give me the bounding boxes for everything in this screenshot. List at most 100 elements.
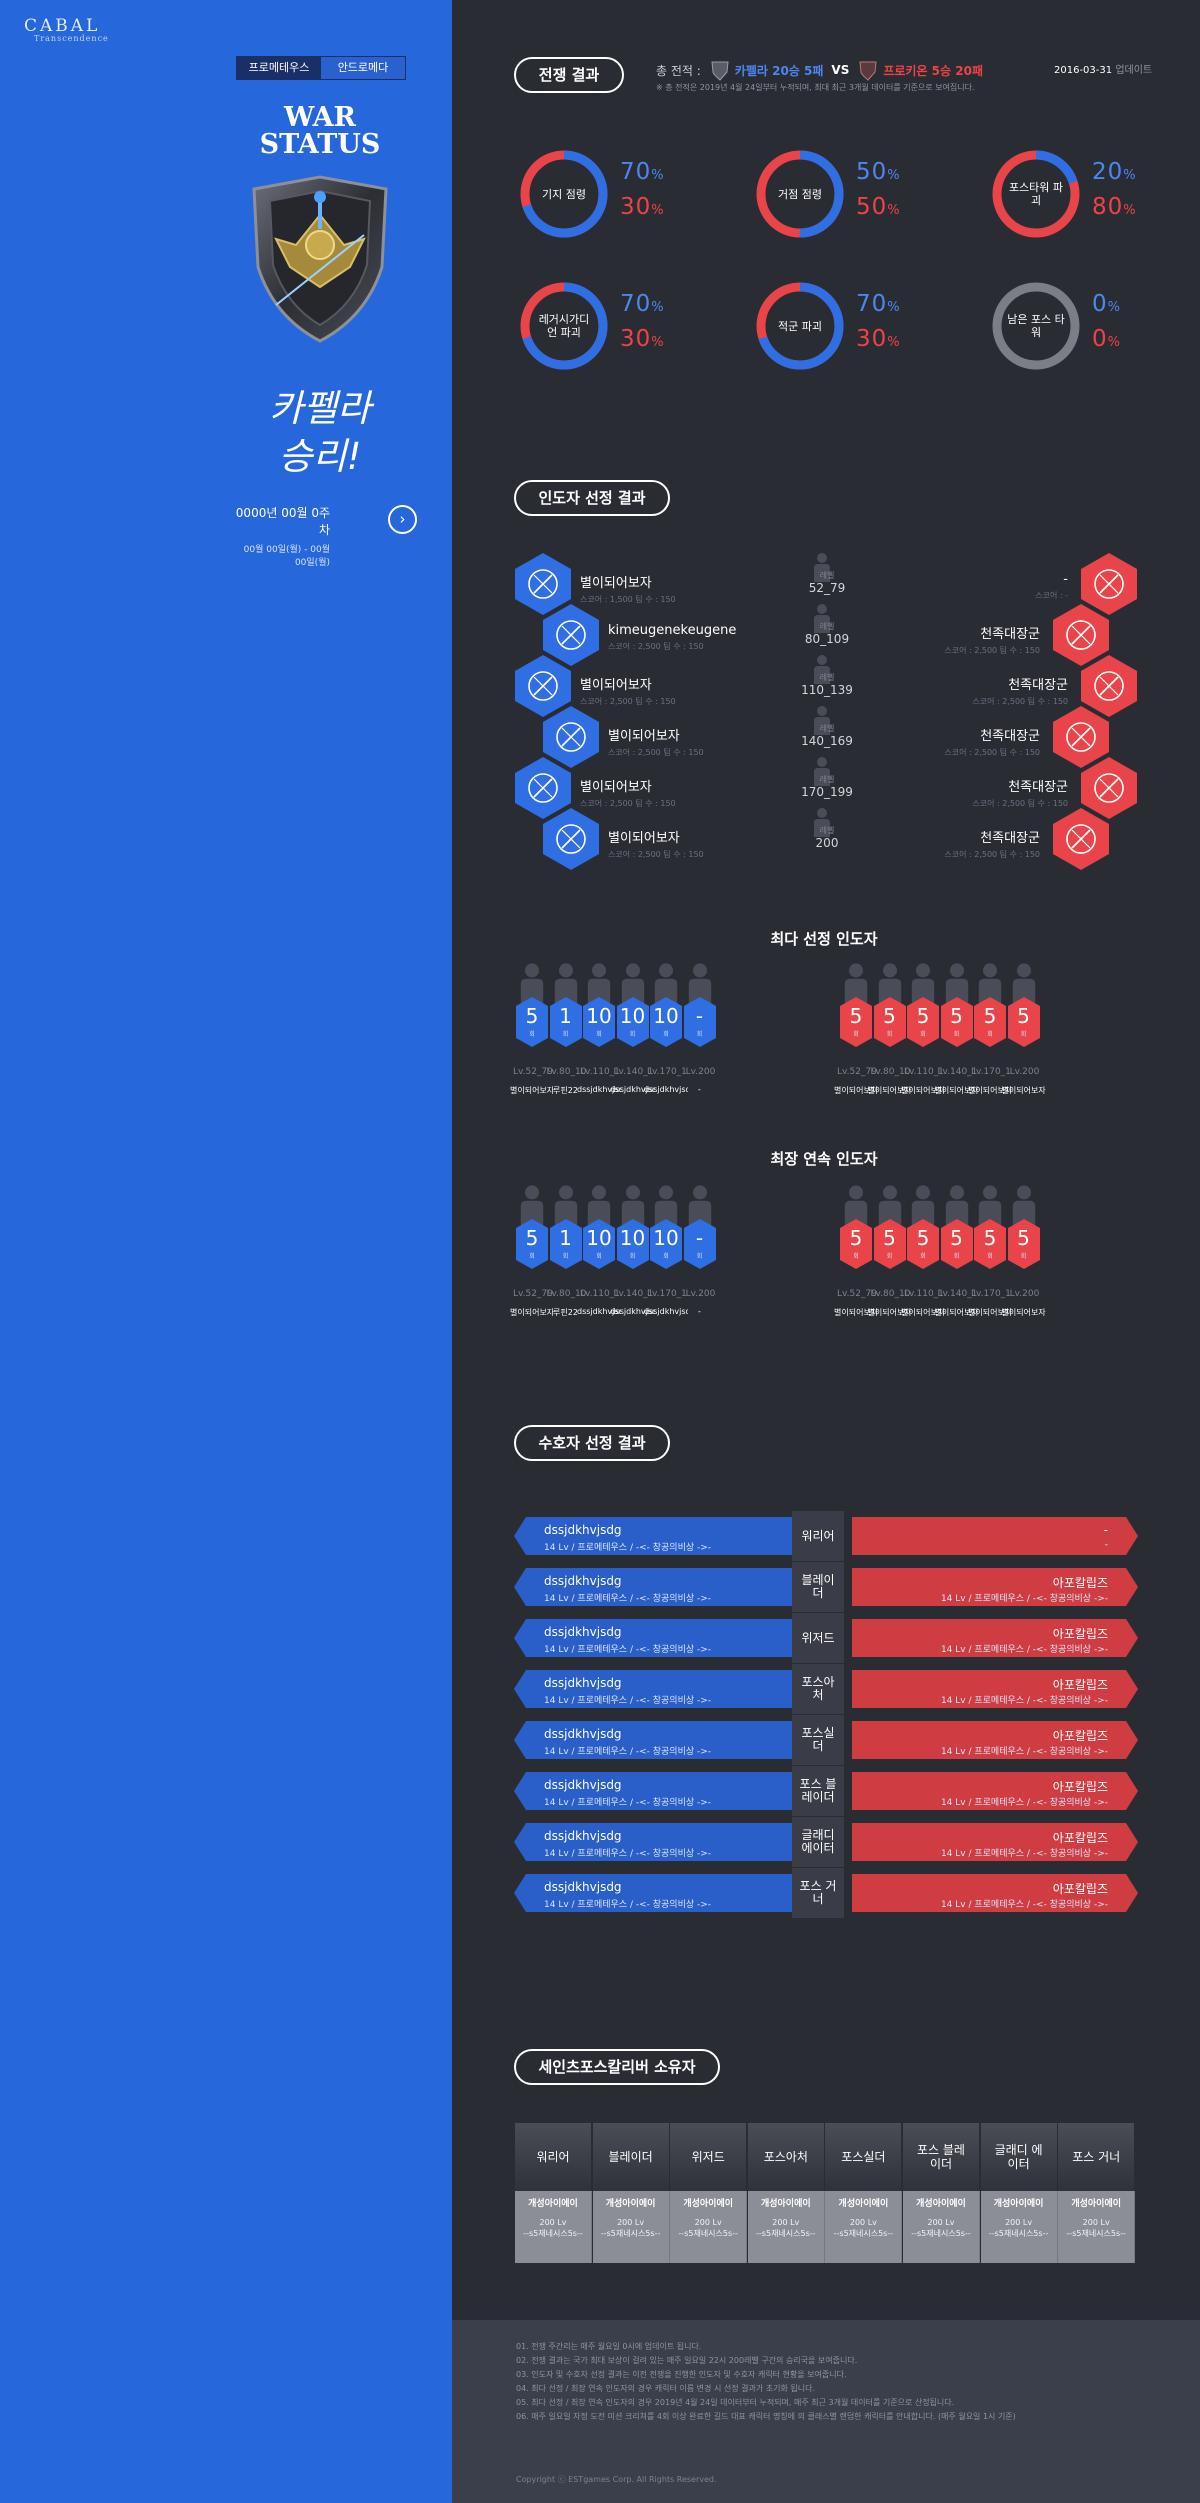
level-label: Lv.52_79 [513,1289,553,1299]
level-label: Lv.52_79 [513,1067,553,1077]
ring-label: 적군 파괴 [778,319,822,333]
capella-guardian[interactable]: dssjdkhvjsdg 14 Lv / 프로메테우스 / -<- 창공의비상 -… [514,1517,804,1555]
capella-guardian[interactable]: dssjdkhvjsdg 14 Lv / 프로메테우스 / -<- 창공의비상 -… [514,1670,804,1708]
select-count: 5 [849,1226,863,1250]
count-unit: 회 [596,1031,602,1038]
excalibur-owner-card[interactable]: 포스아처 개성아이에이 200 Lv --s5재네시스5s-- [747,2123,825,2263]
level-label: Lv.80_109 [870,1289,911,1299]
count-unit: 회 [562,1031,569,1038]
procyon-guardian[interactable]: 아포칼립즈 14 Lv / 프로메테우스 / -<- 창공의비상 ->- [852,1823,1138,1861]
excalibur-owner-button[interactable]: 세인츠포스칼리버 소유자 [514,2049,720,2085]
person-silhouette-icon [1012,1185,1035,1226]
count-unit: 회 [696,1031,703,1038]
footer-note: 06. 매주 일요일 자정 도전 미션 크리쳐를 4회 이상 완료한 길드 대표… [516,2412,1016,2421]
procyon-guardian[interactable]: 아포칼립즈 14 Lv / 프로메테우스 / -<- 창공의비상 ->- [852,1670,1138,1708]
procyon-guardian[interactable]: 아포칼립즈 14 Lv / 프로메테우스 / -<- 창공의비상 ->- [852,1721,1138,1759]
leader-name: 별이되어보자 [834,1308,878,1317]
leader-result-button[interactable]: 인도자 선정 결과 [514,480,670,516]
owner-guild: --s5재네시스5s-- [523,2229,583,2238]
tab-prometheus[interactable]: 프로메테우스 [237,57,321,79]
guardian-class-portrait: 위저드 [792,1613,844,1663]
capella-guardian[interactable]: dssjdkhvjsdg 14 Lv / 프로메테우스 / -<- 창공의비상 -… [514,1568,804,1606]
leader-name: dssjdkhvjsdg [610,1085,655,1094]
class-portrait: 위저드 [670,2123,748,2191]
capella-guardian[interactable]: dssjdkhvjsdg 14 Lv / 프로메테우스 / -<- 창공의비상 -… [514,1619,804,1657]
select-count: 1 [559,1004,572,1028]
leader-name: - [698,1085,701,1094]
person-silhouette-icon [554,963,577,1004]
count-unit: 회 [1020,1031,1027,1038]
longest-streak-title: 최장 연속 인도자 [770,1150,878,1168]
select-count: 5 [983,1226,997,1250]
left-panel: CABAL Transcendence 프로메테우스 안드로메다 WAR STATU… [0,0,452,2503]
person-silhouette-icon [878,1185,901,1226]
total-record: 총 전적 : 카펠라 20승 5패 VS 프로키온 5승 20패 [656,59,983,81]
procyon-guardian[interactable]: 아포칼립즈 14 Lv / 프로메테우스 / -<- 창공의비상 ->- [852,1772,1138,1810]
ring-chart: 남은 포스 타워 [990,280,1082,372]
excalibur-owner-card[interactable]: 블레이더 개성아이에이 200 Lv --s5재네시스5s-- [592,2123,670,2263]
owner-name: 개성아이에이 [605,2199,656,2209]
excalibur-owner-card[interactable]: 포스 거너 개성아이에이 200 Lv --s5재네시스5s-- [1058,2123,1136,2263]
select-count: 5 [883,1226,896,1250]
count-unit: 회 [886,1031,893,1038]
procyon-percent: 0% [1092,326,1121,352]
capella-guardian[interactable]: dssjdkhvjsdg 14 Lv / 프로메테우스 / -<- 창공의비상 -… [514,1772,804,1810]
owner-level: 200 Lv [772,2218,800,2227]
excalibur-owner-card[interactable]: 위저드 개성아이에이 200 Lv --s5재네시스5s-- [670,2123,748,2263]
procyon-guardian[interactable]: 아포칼립즈 14 Lv / 프로메테우스 / -<- 창공의비상 ->- [852,1874,1138,1912]
person-silhouette-icon [814,757,830,786]
procyon-percent: 30% [620,326,665,352]
excalibur-owner-card[interactable]: 포스실더 개성아이에이 200 Lv --s5재네시스5s-- [825,2123,903,2263]
select-count: 5 [1017,1004,1030,1028]
person-silhouette-icon [814,604,830,633]
capella-guardian[interactable]: dssjdkhvjsdg 14 Lv / 프로메테우스 / -<- 창공의비상 -… [514,1721,804,1759]
tab-andromeda[interactable]: 안드로메다 [321,57,405,79]
guardian-result-button[interactable]: 수호자 선정 결과 [514,1425,670,1461]
leader-class-icon [1081,757,1137,819]
level-label: Lv.140_169 [937,1289,978,1299]
select-count: 5 [525,1226,539,1250]
excalibur-owner-card[interactable]: 포스 블레이더 개성아이에이 200 Lv --s5재네시스5s-- [903,2123,980,2263]
procyon-leader: 천족대장군 스코어 : 2,500 팀 수 : 150 [944,729,1040,757]
leader-name: 루핀22 [553,1308,578,1317]
procyon-guardian[interactable]: 아포칼립즈 14 Lv / 프로메테우스 / -<- 창공의비상 ->- [852,1568,1138,1606]
level-label: Lv.170_199 [971,1289,1011,1299]
war-result-button[interactable]: 전쟁 결과 [514,57,624,93]
person-silhouette-icon [814,808,830,837]
count-unit: 회 [920,1253,926,1260]
ring-chart: 포스타워 파괴 [990,148,1082,240]
count-unit: 회 [629,1253,636,1260]
capella-guardian[interactable]: dssjdkhvjsdg 14 Lv / 프로메테우스 / -<- 창공의비상 -… [514,1823,804,1861]
excalibur-owner-card[interactable]: 워리어 개성아이에이 200 Lv --s5재네시스5s-- [515,2123,592,2263]
level-label: Lv.110_139 [580,1067,620,1077]
ring-label: 거점 점령 [778,187,822,201]
owner-name: 개성아이에이 [993,2199,1044,2209]
class-portrait: 블레이더 [592,2123,670,2191]
ring-label: 레거시가디언 파괴 [538,313,590,339]
owner-guild: --s5재네시스5s-- [1066,2229,1126,2238]
level-label: Lv.52_79 [837,1289,877,1299]
guardian-class-portrait: 글래디 에이터 [792,1817,844,1867]
leader-name: dssjdkhvjsdg [644,1307,688,1316]
count-unit: 회 [529,1031,535,1038]
person-silhouette-icon [688,963,711,1004]
select-count: 5 [950,1226,963,1250]
next-week-button[interactable]: › [388,505,417,534]
owner-guild: --s5재네시스5s-- [678,2229,738,2238]
class-portrait: 포스아처 [747,2123,825,2191]
count-unit: 회 [629,1031,636,1038]
leader-name: dssjdkhvjsdg [577,1307,621,1316]
procyon-guardian[interactable]: -- [852,1517,1138,1555]
procyon-guardian[interactable]: 아포칼립즈 14 Lv / 프로메테우스 / -<- 창공의비상 ->- [852,1619,1138,1657]
capella-guardian[interactable]: dssjdkhvjsdg 14 Lv / 프로메테우스 / -<- 창공의비상 -… [514,1874,804,1912]
server-tabs: 프로메테우스 안드로메다 [236,56,406,80]
cabal-logo[interactable]: CABAL Transcendence [24,16,109,43]
owner-level: 200 Lv [694,2218,722,2227]
level-label: Lv.80_109 [546,1289,587,1299]
level-label: Lv.110_139 [904,1289,944,1299]
count-unit: 회 [953,1253,960,1260]
excalibur-owner-card[interactable]: 글래디 에이터 개성아이에이 200 Lv --s5재네시스5s-- [980,2123,1058,2263]
capella-leader: 별이되어보자 스코어 : 2,500 팀 수 : 150 [580,678,676,706]
capella-emblem-icon [711,61,729,81]
guardian-class-portrait: 포스아처 [792,1664,844,1714]
